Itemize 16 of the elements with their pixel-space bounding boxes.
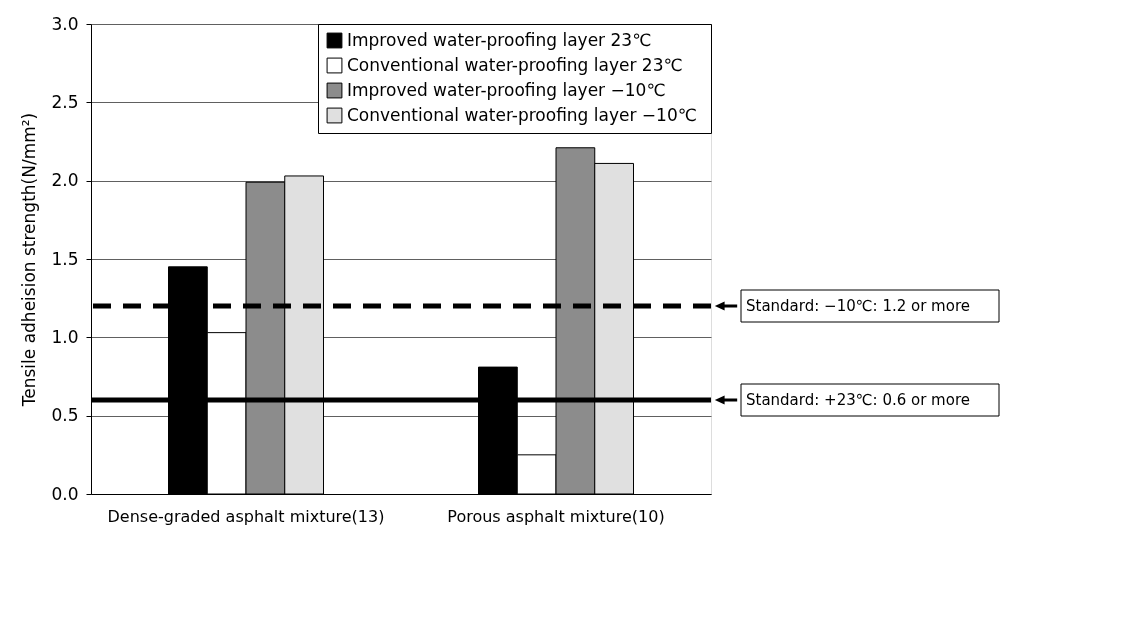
y-tick-label: 1.5: [51, 248, 79, 269]
x-tick-label: Porous asphalt mixture(10): [447, 506, 665, 526]
y-tick-label: 0.5: [51, 405, 79, 426]
y-axis-title: Tensile adheision strength(N/mm²): [19, 112, 40, 408]
legend-label: Conventional water-proofing layer −10℃: [347, 104, 697, 125]
legend-label: Improved water-proofing layer 23℃: [347, 29, 652, 50]
y-tick-label: 2.5: [51, 91, 79, 112]
y-tick-label: 2.0: [51, 170, 79, 191]
y-tick-label: 1.0: [51, 326, 79, 347]
ref-line-label: Standard: −10℃: 1.2 or more: [746, 297, 970, 315]
y-tick-label: 3.0: [51, 13, 79, 34]
y-tick-label: 0.0: [51, 483, 79, 504]
ref-line-label: Standard: +23℃: 0.6 or more: [746, 391, 970, 409]
x-tick-label: Dense-graded asphalt mixture(13): [107, 506, 385, 526]
legend-label: Conventional water-proofing layer 23℃: [347, 54, 683, 75]
legend-label: Improved water-proofing layer −10℃: [347, 79, 666, 100]
